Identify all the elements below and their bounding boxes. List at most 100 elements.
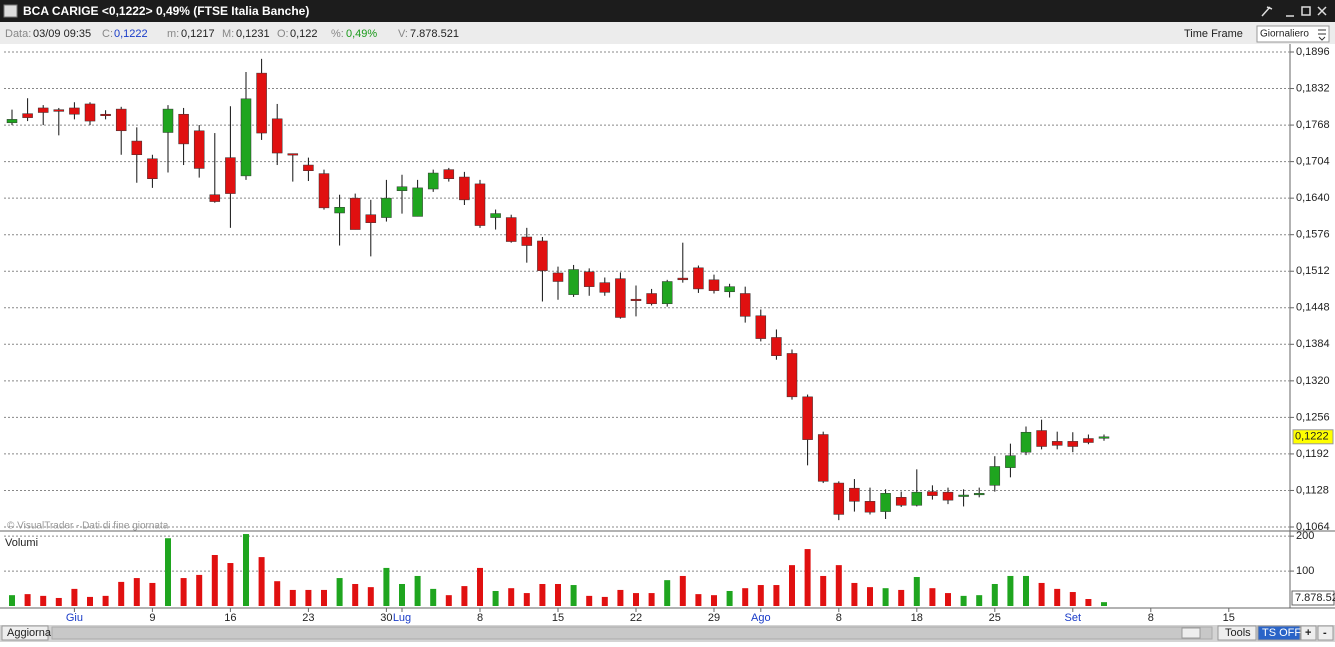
candle-body [1067, 441, 1079, 447]
volume-bar [648, 593, 655, 606]
volume-bar [1085, 599, 1092, 606]
x-tick-label: Lug [393, 612, 411, 624]
candle-body [1051, 441, 1063, 446]
candle-body [1036, 430, 1047, 447]
zoom-in-button[interactable] [1300, 625, 1317, 641]
volume-bar [40, 595, 47, 606]
x-tick-label: 30 [380, 612, 392, 624]
candle-body [880, 493, 891, 512]
volume-bar [305, 589, 312, 606]
volume-bar [430, 588, 437, 606]
last-price-label: 0,1222 [1295, 431, 1329, 443]
info-label: %: [331, 28, 344, 40]
volume-bar [274, 581, 281, 606]
candle-body [739, 293, 751, 317]
info-value: 0,1222 [114, 28, 148, 40]
info-value: 0,1231 [236, 28, 270, 40]
candle-body [100, 113, 111, 116]
candle-body [381, 197, 392, 218]
candle-body [973, 493, 985, 496]
volume-bar [679, 575, 686, 606]
info-label: Data: [5, 28, 31, 40]
volume-bar [570, 585, 577, 606]
time-frame-label: Time Frame [1184, 28, 1243, 40]
candle-body [599, 282, 611, 293]
select-arrow [1318, 29, 1326, 41]
volume-bar [742, 588, 749, 606]
volume-bar [976, 595, 983, 606]
volume-bar [1069, 592, 1076, 606]
candle-body [459, 176, 470, 201]
candle-body [412, 187, 423, 217]
candle-body [708, 279, 720, 291]
candle-body [677, 277, 689, 281]
candle-body [864, 501, 876, 513]
volume-bar [601, 596, 608, 606]
tool-button[interactable] [1261, 6, 1273, 17]
volume-bar [461, 586, 468, 606]
candle-body [303, 164, 314, 171]
scroll-thumb[interactable] [1181, 627, 1201, 639]
x-tick-label: 22 [630, 612, 642, 624]
scrollbar[interactable] [51, 626, 1213, 640]
y-tick-label: 0,1704 [1296, 156, 1330, 168]
volume-bar [835, 565, 842, 606]
x-tick-label: 29 [708, 612, 720, 624]
x-tick-label: 15 [552, 612, 564, 624]
time-frame-select[interactable] [1256, 25, 1330, 43]
last-price-box [1292, 429, 1334, 445]
volume-bar [882, 588, 889, 606]
volume-bar [492, 590, 499, 606]
volume-bar [1007, 575, 1014, 606]
candle-body [334, 207, 345, 214]
volume-value-label: 7.878.521 [1295, 592, 1335, 604]
candle-body [287, 153, 299, 156]
candle-body [895, 497, 907, 506]
volume-bar [1101, 602, 1107, 606]
candle-body [771, 337, 782, 356]
volume-bar [399, 583, 405, 606]
volume-bar [1023, 575, 1029, 606]
x-tick-label: 16 [224, 612, 236, 624]
volume-bar [71, 588, 78, 606]
candle-body [630, 298, 642, 301]
zoom-out-button[interactable] [1317, 625, 1334, 641]
x-tick-label: 25 [989, 612, 1001, 624]
y-tick-label: 0,1512 [1296, 265, 1330, 277]
candle-body [817, 434, 829, 482]
volume-bar [289, 589, 296, 606]
app-icon [3, 4, 18, 18]
time-frame-value: Giornaliero [1260, 29, 1309, 40]
volume-value-box [1291, 590, 1335, 606]
ts-button[interactable] [1257, 625, 1301, 641]
x-tick-label: Ago [751, 612, 771, 624]
volume-bar [945, 593, 951, 606]
volume-bar [898, 589, 905, 606]
candle-body [552, 272, 564, 282]
y-tick-label: 0,1896 [1296, 46, 1330, 58]
maximize-button[interactable] [1301, 6, 1311, 16]
volume-bar [55, 597, 62, 606]
candle-body [6, 119, 18, 124]
refresh-button[interactable] [1, 625, 49, 641]
volume-bar [867, 587, 873, 606]
tools-button[interactable] [1217, 625, 1257, 641]
candle-body [521, 236, 533, 246]
x-tick-label: 8 [836, 612, 842, 624]
volume-bar [1054, 588, 1061, 606]
candle-body [193, 130, 205, 169]
y-tick-label: 0,1064 [1296, 521, 1330, 533]
candle-body [490, 213, 501, 218]
candle-body [724, 286, 735, 293]
y-tick-label: 0,1256 [1296, 411, 1330, 423]
volume-bar [133, 578, 140, 606]
volume-bar [243, 534, 249, 606]
close-button[interactable] [1317, 6, 1327, 16]
y-tick-label: 0,1128 [1296, 484, 1329, 496]
candle-body [256, 72, 267, 134]
volume-bar [9, 595, 15, 606]
info-value: 0,1217 [181, 28, 215, 40]
candle-body [911, 491, 923, 506]
